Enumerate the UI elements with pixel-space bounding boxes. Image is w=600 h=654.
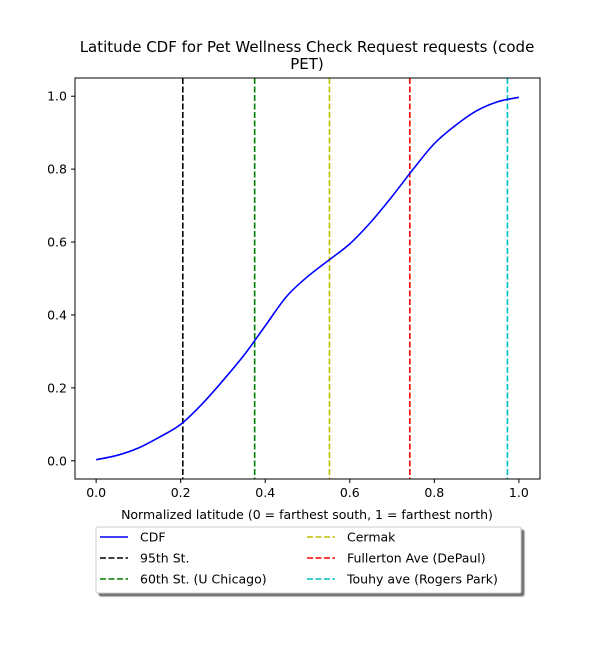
legend-label-5: Touhy ave (Rogers Park) — [346, 572, 498, 587]
x-tick-label-4: 0.8 — [424, 485, 444, 500]
legend-label-4: 60th St. (U Chicago) — [140, 572, 267, 587]
y-tick-label-5: 1.0 — [47, 89, 67, 104]
x-axis: 0.0 0.2 0.4 0.6 0.8 1.0 — [86, 479, 529, 500]
y-tick-label-2: 0.4 — [47, 307, 67, 322]
x-tick-label-3: 0.6 — [340, 485, 360, 500]
y-tick-label-0: 0.0 — [47, 453, 67, 468]
series-line-0 — [95, 96, 520, 461]
x-tick-label-5: 1.0 — [509, 485, 529, 500]
legend-label-1: Cermak — [347, 530, 396, 545]
x-tick-label-2: 0.4 — [255, 485, 275, 500]
x-axis-label: Normalized latitude (0 = farthest south,… — [121, 507, 493, 522]
legend-label-0: CDF — [140, 530, 166, 545]
legend-label-3: Fullerton Ave (DePaul) — [347, 551, 486, 566]
y-tick-label-3: 0.6 — [47, 235, 67, 250]
plot-area — [95, 78, 520, 479]
chart-title-line2: PET) — [290, 55, 324, 73]
legend-box — [95, 526, 522, 594]
x-tick-label-0: 0.0 — [86, 485, 106, 500]
y-axis: 0.0 0.2 0.4 0.6 0.8 1.0 — [47, 89, 75, 468]
chart-title-line1: Latitude CDF for Pet Wellness Check Requ… — [80, 38, 535, 56]
legend: CDF Cermak 95th St. Fullerton Ave (DePaul) 6… — [95, 526, 522, 594]
y-tick-label-4: 0.8 — [47, 162, 67, 177]
x-tick-label-1: 0.2 — [171, 485, 191, 500]
plot-frame — [74, 77, 541, 480]
legend-items: CDF Cermak 95th St. Fullerton Ave (DePaul) 6… — [100, 530, 498, 587]
legend-label-2: 95th St. — [140, 551, 190, 566]
y-tick-label-1: 0.2 — [47, 380, 67, 395]
